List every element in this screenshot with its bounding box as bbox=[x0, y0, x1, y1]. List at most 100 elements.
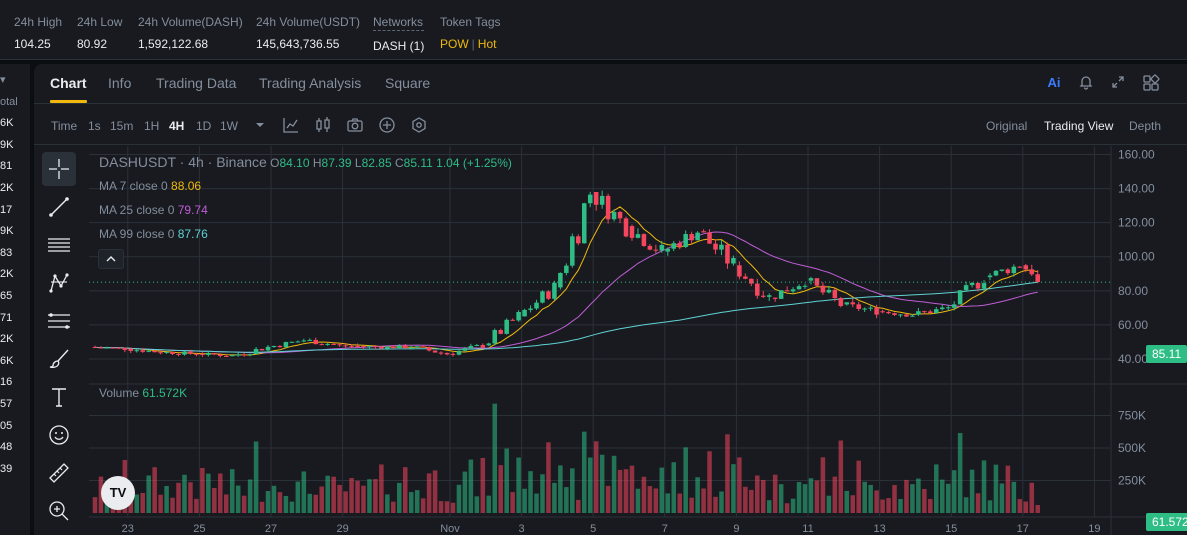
volume-bar bbox=[462, 471, 468, 513]
interval-15m[interactable]: 15m bbox=[110, 119, 134, 133]
candle-body bbox=[134, 350, 140, 352]
volume-bar bbox=[176, 482, 181, 513]
volume-bar bbox=[307, 493, 313, 513]
current-volume-tag: 61.572K bbox=[1146, 513, 1187, 531]
camera-icon[interactable] bbox=[346, 116, 364, 134]
interval-1d[interactable]: 1D bbox=[196, 119, 212, 133]
volume-bar bbox=[635, 488, 641, 513]
candle-body bbox=[701, 231, 706, 233]
tab-square[interactable]: Square bbox=[385, 75, 431, 91]
candle-body bbox=[474, 344, 480, 346]
candle-body bbox=[719, 244, 724, 250]
interval-1h[interactable]: 1H bbox=[144, 119, 160, 133]
view-original[interactable]: Original bbox=[986, 119, 1028, 133]
volume-bar bbox=[98, 476, 104, 513]
candle-body bbox=[546, 291, 551, 299]
text-icon[interactable] bbox=[42, 380, 76, 414]
price-chart[interactable]: 160.00 140.00 120.00 100.00 80.00 60.00 40.00 7… bbox=[89, 146, 1187, 535]
ma99-value: 87.76 bbox=[177, 227, 208, 241]
layout-icon[interactable] bbox=[1142, 74, 1160, 92]
candle-body bbox=[868, 307, 873, 309]
candle-body bbox=[253, 348, 259, 355]
volume-bar bbox=[802, 484, 808, 513]
candle-body bbox=[892, 313, 897, 316]
ma25-value: 79.74 bbox=[177, 203, 208, 217]
candle-body bbox=[223, 355, 229, 357]
volume-bar bbox=[862, 481, 867, 513]
volume-bar bbox=[707, 451, 712, 513]
candle-body bbox=[373, 346, 378, 348]
tag-hot[interactable]: Hot bbox=[477, 37, 497, 51]
stat-label: 24h Volume(USDT) bbox=[256, 15, 361, 29]
indicator-icon[interactable] bbox=[282, 116, 300, 134]
tab-info[interactable]: Info bbox=[108, 75, 132, 91]
candle-body bbox=[749, 278, 754, 284]
view-depth[interactable]: Depth bbox=[1129, 119, 1162, 133]
tag-pow[interactable]: POW bbox=[440, 37, 469, 51]
stat-value: 1,592,122.68 bbox=[138, 37, 209, 51]
volume-bar bbox=[671, 462, 677, 513]
candle-body bbox=[158, 352, 163, 354]
candle-body bbox=[814, 278, 820, 286]
price-tick-label: 160.00 bbox=[1118, 148, 1155, 162]
brush-icon[interactable] bbox=[42, 342, 76, 376]
volume-bar bbox=[426, 473, 432, 513]
candle-body bbox=[647, 245, 653, 250]
volume-bar bbox=[540, 474, 545, 513]
settings-icon[interactable] bbox=[410, 116, 428, 134]
expand-icon[interactable] bbox=[1109, 74, 1127, 92]
price-tick-label: 60.00 bbox=[1118, 318, 1148, 332]
stat-value: 145,643,736.55 bbox=[256, 37, 340, 51]
dropdown-caret-icon[interactable] bbox=[251, 116, 269, 134]
volume-bar bbox=[641, 476, 647, 513]
stat-value[interactable]: DASH (1) bbox=[373, 39, 425, 53]
trendline-icon[interactable] bbox=[42, 190, 76, 224]
candle-body bbox=[862, 308, 867, 310]
tab-trading-data[interactable]: Trading Data bbox=[156, 75, 237, 91]
volume-bar bbox=[743, 486, 748, 513]
candle-body bbox=[922, 311, 927, 313]
volume-bar bbox=[898, 499, 903, 513]
candle-body bbox=[510, 319, 515, 321]
orderbook-caret[interactable]: ▾ bbox=[0, 74, 6, 86]
ai-icon[interactable]: Ai bbox=[1047, 75, 1061, 90]
candle-body bbox=[247, 354, 253, 356]
zoom-in-icon[interactable] bbox=[42, 494, 76, 528]
volume-bar bbox=[856, 460, 861, 513]
candle-type-icon[interactable] bbox=[314, 116, 332, 134]
chart-svg[interactable]: 160.00 140.00 120.00 100.00 80.00 60.00 40.00 7… bbox=[89, 146, 1187, 535]
pattern-icon[interactable] bbox=[42, 266, 76, 300]
volume-bar bbox=[349, 478, 354, 513]
orderbook-row: otal bbox=[0, 95, 18, 108]
tradingview-logo[interactable]: TV bbox=[101, 476, 135, 510]
stat-24h-low: 24h Low 80.92 bbox=[77, 15, 122, 51]
add-icon[interactable] bbox=[378, 116, 396, 134]
candle-body bbox=[116, 347, 122, 349]
emoji-icon[interactable] bbox=[42, 418, 76, 452]
bell-icon[interactable] bbox=[1077, 74, 1095, 92]
stat-networks[interactable]: Networks DASH (1) bbox=[373, 15, 425, 53]
volume-bar bbox=[910, 484, 915, 513]
volume-bar bbox=[766, 500, 772, 513]
horizontal-lines-icon[interactable] bbox=[42, 228, 76, 262]
volume-bar bbox=[760, 479, 766, 513]
interval-1w[interactable]: 1W bbox=[220, 119, 238, 133]
crosshair-icon[interactable] bbox=[42, 152, 76, 186]
volume-bar bbox=[223, 494, 229, 513]
tab-chart[interactable]: Chart bbox=[42, 75, 95, 103]
candle-body bbox=[653, 249, 659, 251]
legend-collapse-button[interactable] bbox=[98, 249, 124, 269]
volume-bar bbox=[934, 464, 939, 513]
ruler-icon[interactable] bbox=[42, 456, 76, 490]
fib-icon[interactable] bbox=[42, 304, 76, 338]
volume-bar bbox=[808, 478, 814, 513]
candle-body bbox=[576, 236, 581, 244]
view-trading-view[interactable]: Trading View bbox=[1044, 119, 1114, 133]
price-tick-label: 120.00 bbox=[1118, 216, 1155, 230]
candle-body bbox=[235, 354, 241, 356]
volume-bar bbox=[928, 498, 933, 513]
interval-4h[interactable]: 4H bbox=[169, 119, 185, 133]
interval-1s[interactable]: 1s bbox=[88, 119, 101, 133]
tab-trading-analysis[interactable]: Trading Analysis bbox=[259, 75, 362, 91]
low-value: 82.85 bbox=[361, 156, 392, 170]
